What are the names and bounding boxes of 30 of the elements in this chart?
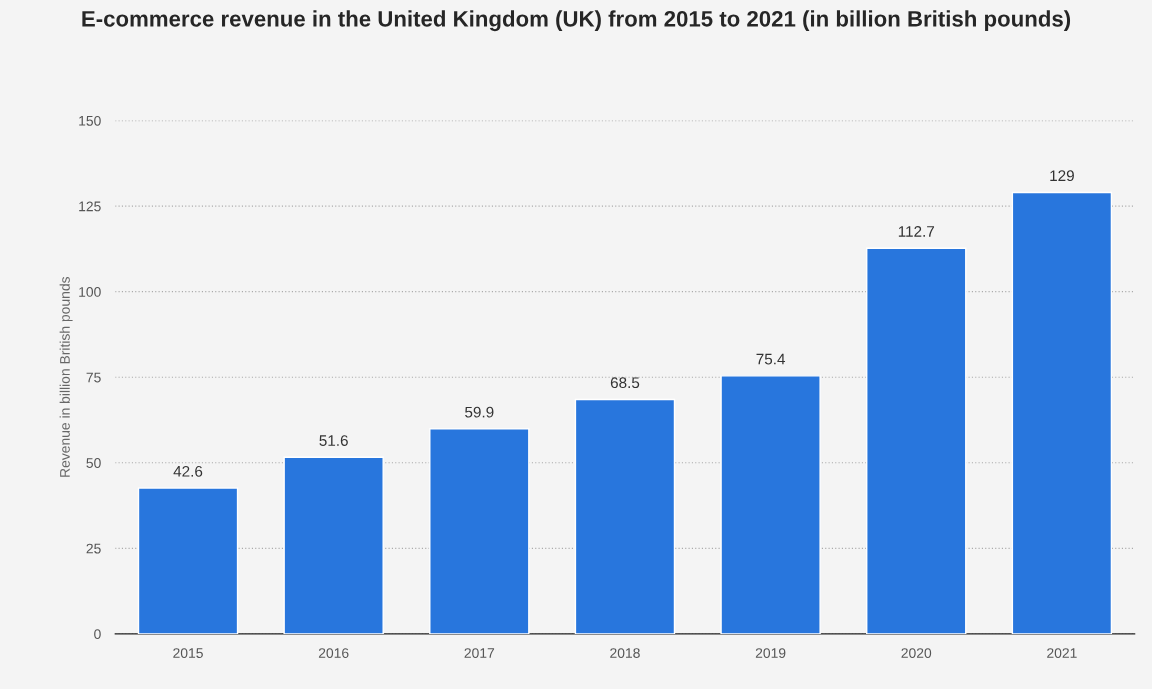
x-tick-label: 2021 bbox=[1047, 648, 1077, 658]
data-label: 51.6 bbox=[319, 435, 348, 446]
chart-title: E-commerce revenue in the United Kingdom (UK) from 2015 to 2021 (in billion British pounds) bbox=[82, 10, 1071, 32]
data-label: 59.9 bbox=[465, 406, 494, 418]
bar bbox=[429, 428, 530, 634]
x-tick-label: 2017 bbox=[464, 648, 495, 658]
data-label: 112.7 bbox=[898, 226, 935, 237]
x-tick-label: 2018 bbox=[610, 648, 640, 658]
x-tick-label: 2016 bbox=[318, 648, 349, 658]
data-label: 129 bbox=[1050, 170, 1074, 182]
y-tick-label: 0 bbox=[94, 629, 101, 640]
y-tick-label: 25 bbox=[86, 543, 101, 554]
y-axis-title: Revenue in billion British pounds bbox=[59, 276, 73, 477]
data-label: 68.5 bbox=[610, 377, 640, 389]
data-label: 75.4 bbox=[756, 353, 786, 365]
bar bbox=[574, 398, 676, 634]
x-tick-label: 2020 bbox=[901, 648, 932, 658]
bar bbox=[866, 247, 967, 634]
data-label: 42.6 bbox=[173, 465, 203, 477]
bar bbox=[1011, 191, 1113, 634]
y-tick-label: 100 bbox=[79, 287, 101, 297]
x-tick-label: 2019 bbox=[755, 648, 786, 658]
x-tick-label: 2015 bbox=[173, 648, 203, 658]
y-tick-label: 50 bbox=[86, 458, 101, 468]
bar bbox=[283, 456, 384, 634]
y-tick-label: 150 bbox=[79, 115, 101, 126]
bar bbox=[720, 375, 821, 634]
y-tick-label: 125 bbox=[79, 201, 101, 212]
bar bbox=[137, 487, 239, 634]
y-tick-label: 75 bbox=[86, 372, 101, 383]
